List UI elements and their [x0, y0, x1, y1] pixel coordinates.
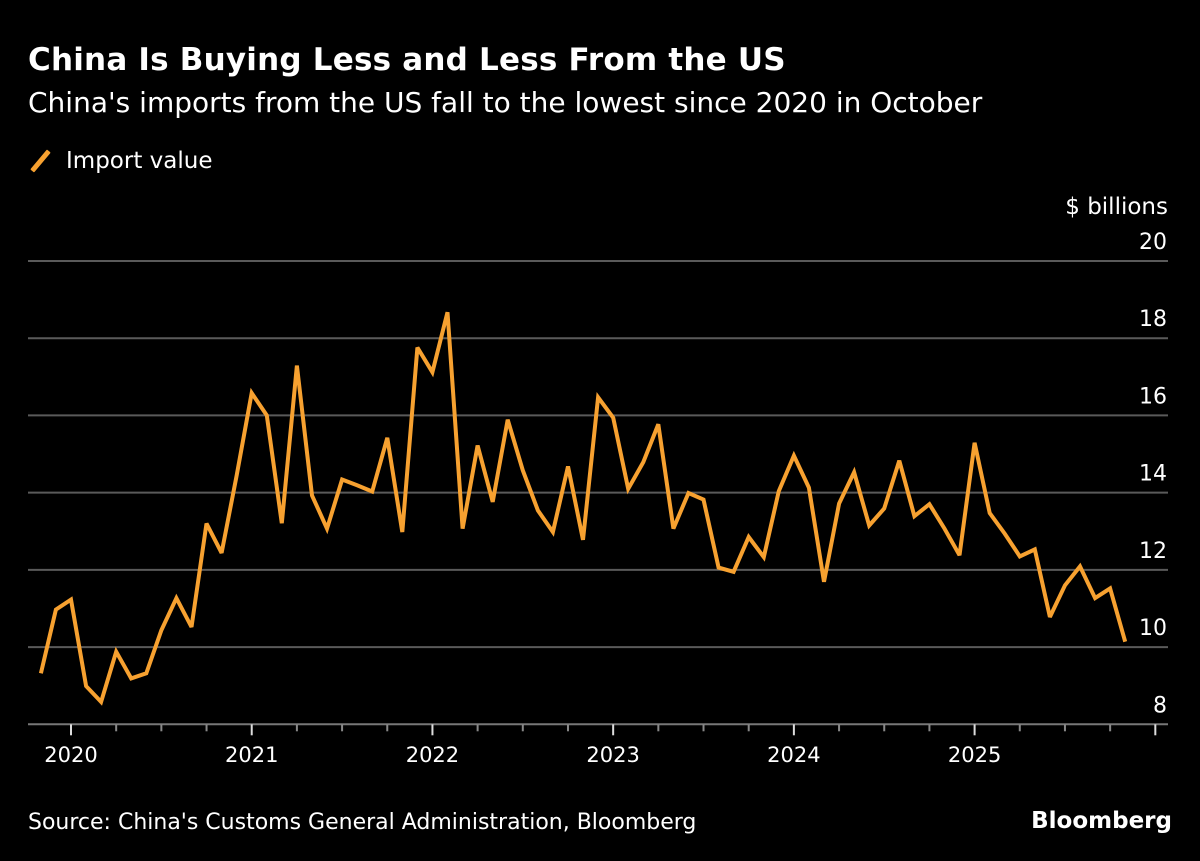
y-tick-label: 16	[1139, 384, 1167, 409]
legend-label: Import value	[66, 148, 213, 174]
legend: Import value	[28, 146, 212, 176]
y-tick-label: 20	[1139, 230, 1167, 255]
x-tick-label: 2025	[948, 743, 1001, 767]
y-tick-label: 10	[1139, 616, 1167, 641]
x-tick-label: 2024	[767, 743, 820, 767]
y-tick-label: 8	[1153, 693, 1167, 718]
chart-subtitle: China's imports from the US fall to the …	[28, 86, 983, 119]
x-tick-label: 2023	[586, 743, 639, 767]
chart-title: China Is Buying Less and Less From the U…	[28, 42, 786, 78]
series-line-import-value	[38, 311, 1128, 706]
y-tick-label: 18	[1139, 307, 1167, 332]
x-tick-label: 2022	[406, 743, 459, 767]
x-tick-label: 2020	[44, 743, 97, 767]
y-tick-label: 14	[1139, 462, 1167, 487]
y-axis-unit: $ billions	[1065, 194, 1168, 220]
y-tick-label: 12	[1139, 539, 1167, 564]
x-tick-label: 2021	[225, 743, 278, 767]
bloomberg-logo: Bloomberg	[1031, 808, 1172, 834]
source-note: Source: China's Customs General Administ…	[28, 810, 697, 835]
